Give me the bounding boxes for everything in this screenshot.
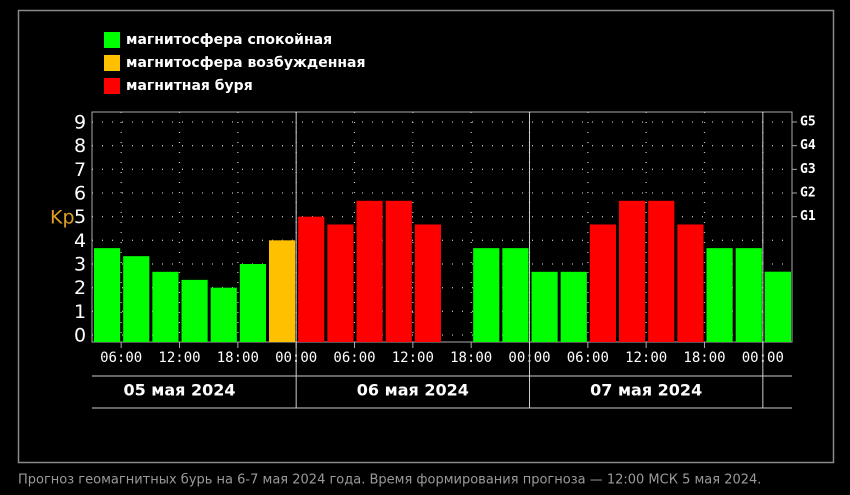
y-tick-label: 0	[74, 325, 86, 347]
y-tick-label: 3	[74, 254, 86, 276]
y-axis-label: Kp	[50, 207, 75, 229]
x-tick-label: 12:00	[625, 350, 667, 366]
bar	[589, 224, 616, 342]
bar	[531, 271, 558, 342]
legend-swatch	[104, 78, 120, 94]
bar	[677, 224, 704, 342]
bar	[706, 248, 733, 342]
legend-swatch	[104, 55, 120, 71]
y-tick-label: 8	[74, 135, 86, 157]
y-tick-label: 9	[74, 112, 86, 134]
bar	[298, 216, 325, 342]
bar	[764, 271, 791, 342]
bar	[327, 224, 354, 342]
bar	[502, 248, 529, 342]
bar	[94, 248, 121, 342]
bar	[735, 248, 762, 342]
x-tick-label: 18:00	[683, 350, 725, 366]
bar	[356, 200, 383, 342]
y-tick-label: 1	[74, 301, 86, 323]
y-tick-label: 6	[74, 183, 86, 205]
x-tick-label: 06:00	[333, 350, 375, 366]
g-tick-label: G4	[800, 138, 816, 153]
x-tick-label: 12:00	[392, 350, 434, 366]
g-tick-label: G1	[800, 209, 816, 224]
y-tick-label: 7	[74, 159, 86, 181]
bar	[385, 200, 412, 342]
bar	[560, 271, 587, 342]
bar	[619, 200, 646, 342]
x-tick-label: 18:00	[450, 350, 492, 366]
caption: Прогноз геомагнитных бурь на 6-7 мая 202…	[18, 473, 761, 488]
bar	[648, 200, 675, 342]
bar	[269, 240, 296, 342]
y-tick-label: 2	[74, 277, 86, 299]
legend-label: магнитосфера возбужденная	[126, 55, 365, 71]
day-label: 06 мая 2024	[357, 381, 469, 400]
x-tick-label: 12:00	[158, 350, 200, 366]
bar	[123, 256, 150, 342]
g-tick-label: G2	[800, 186, 816, 201]
day-label: 07 мая 2024	[590, 381, 702, 400]
legend-label: магнитосфера спокойная	[126, 32, 332, 48]
x-tick-label: 06:00	[100, 350, 142, 366]
bar	[210, 287, 237, 342]
g-tick-label: G3	[800, 162, 816, 177]
y-tick-label: 4	[74, 230, 86, 252]
x-tick-label: 18:00	[217, 350, 259, 366]
bar	[414, 224, 441, 342]
y-tick-label: 5	[74, 206, 86, 228]
legend-swatch	[104, 32, 120, 48]
bar	[473, 248, 500, 342]
x-tick-label: 06:00	[567, 350, 609, 366]
plot-frame	[91, 111, 793, 343]
day-label: 05 мая 2024	[123, 381, 235, 400]
g-tick-label: G5	[800, 115, 816, 130]
legend-label: магнитная буря	[126, 78, 253, 94]
bar	[152, 271, 179, 342]
bar	[181, 279, 208, 342]
bar	[239, 264, 266, 342]
